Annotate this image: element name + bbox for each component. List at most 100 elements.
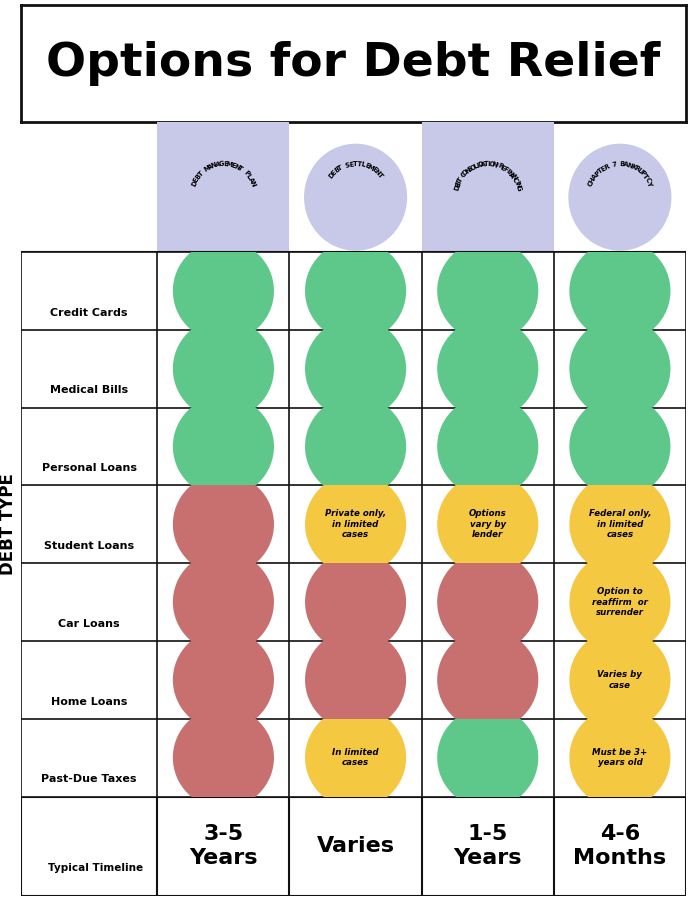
Ellipse shape [173,707,274,808]
Text: O: O [469,164,477,172]
Text: I: I [488,161,491,167]
Text: N: N [248,180,256,187]
Text: E: E [364,163,370,170]
Text: P: P [594,170,601,177]
Ellipse shape [173,396,274,497]
Text: D: D [327,172,335,180]
Text: Options
vary by
lender: Options vary by lender [469,509,507,539]
Text: N: N [514,182,522,189]
Text: A: A [591,173,598,181]
Text: Private only,
in limited
cases: Private only, in limited cases [325,509,386,539]
Text: C: C [587,180,594,187]
Text: R: R [603,163,610,171]
Ellipse shape [436,144,539,251]
Text: N: N [464,167,472,176]
Text: N: N [505,169,514,177]
Text: T: T [596,167,604,175]
Ellipse shape [438,629,538,731]
Ellipse shape [305,318,406,419]
Text: L: L [360,162,366,168]
Text: S: S [344,161,351,168]
Text: N: N [233,163,240,171]
Text: T: T [376,172,384,179]
Text: A: A [622,161,629,168]
Text: T: T [357,161,362,167]
Text: N: N [626,162,633,169]
Text: N: N [210,162,218,169]
Text: Credit Cards: Credit Cards [50,308,128,318]
Text: U: U [636,167,643,176]
Text: B: B [620,161,624,167]
Text: E: E [600,165,607,173]
Text: H: H [589,176,596,184]
Text: R: R [497,163,504,170]
Text: Student Loans: Student Loans [44,541,134,551]
Ellipse shape [304,144,407,251]
Text: Options for Debt Relief: Options for Debt Relief [46,40,661,86]
Ellipse shape [173,629,274,731]
Ellipse shape [305,707,406,808]
Text: E: E [230,162,236,169]
Text: Past-Due Taxes: Past-Due Taxes [41,774,137,785]
Ellipse shape [438,240,538,341]
Text: 3-5
Years: 3-5 Years [189,824,258,868]
Ellipse shape [569,318,671,419]
Text: D: D [477,161,484,168]
Text: M: M [202,165,211,173]
Text: A: A [247,176,255,184]
Ellipse shape [173,552,274,652]
Text: Must be 3+
years old: Must be 3+ years old [592,748,648,768]
Text: E: E [330,169,337,176]
Ellipse shape [172,144,275,251]
Text: B: B [333,166,341,174]
Text: Y: Y [645,180,653,187]
Text: 4-6
Months: 4-6 Months [573,824,666,868]
Ellipse shape [305,629,406,731]
Text: C: C [460,171,468,179]
Text: T: T [354,161,358,167]
Ellipse shape [569,629,671,731]
Ellipse shape [438,707,538,808]
Text: N: N [510,174,517,182]
Ellipse shape [173,240,274,341]
Ellipse shape [569,707,671,808]
Text: N: N [373,168,382,176]
Text: Varies: Varies [316,836,395,856]
Text: M: M [366,164,375,172]
Text: T: T [337,164,344,172]
Text: K: K [629,163,636,171]
Text: 7: 7 [611,161,617,168]
Text: L: L [245,174,252,180]
Ellipse shape [569,552,671,652]
Bar [158,122,290,252]
Text: M: M [225,161,233,168]
Text: /: / [496,162,500,169]
Text: P: P [638,170,646,177]
Bar [421,122,554,252]
Text: O: O [489,161,495,167]
Text: O: O [462,169,470,177]
Text: T: T [197,170,204,177]
Text: L: L [473,163,478,170]
Ellipse shape [569,240,671,341]
Text: G: G [218,161,225,167]
Ellipse shape [569,396,671,497]
Text: I: I [513,180,519,184]
Ellipse shape [305,473,406,575]
Ellipse shape [438,552,538,652]
Ellipse shape [305,396,406,497]
Ellipse shape [305,240,406,341]
Text: E: E [454,182,461,188]
Text: E: E [370,166,377,174]
Text: N: N [491,161,498,168]
Text: E: E [193,176,200,184]
Text: Car Loans: Car Loans [58,619,120,629]
Ellipse shape [569,473,671,575]
Text: B: B [455,179,463,186]
Text: Option to
reaffirm  or
surrender: Option to reaffirm or surrender [592,587,648,617]
Text: Home Loans: Home Loans [51,697,127,706]
Text: C: C [511,176,519,184]
Ellipse shape [438,396,538,497]
Text: I: I [476,162,480,169]
Text: DEBT TYPE: DEBT TYPE [0,473,18,575]
